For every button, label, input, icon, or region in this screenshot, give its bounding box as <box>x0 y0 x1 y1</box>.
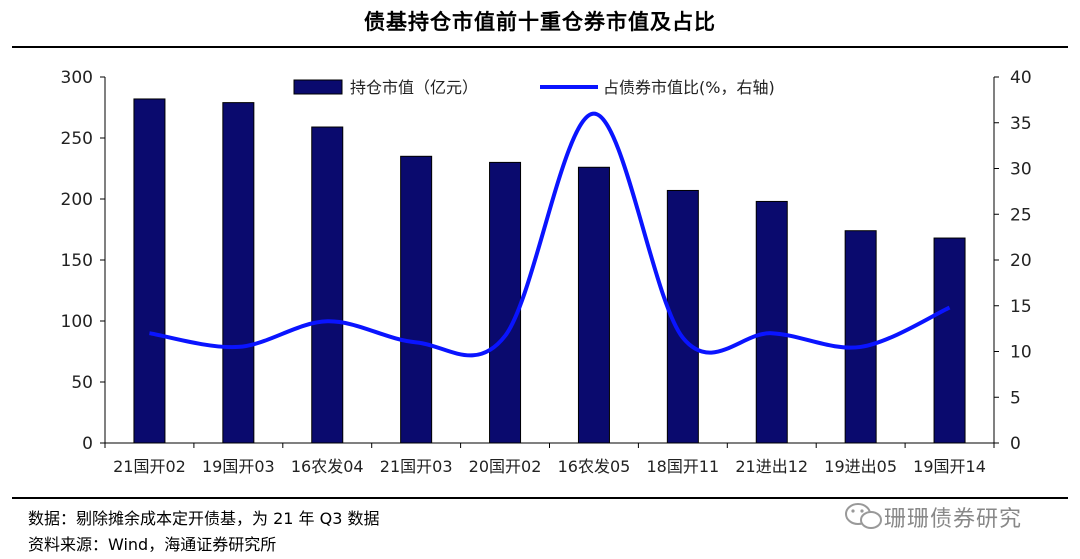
bar <box>755 200 788 444</box>
left-axis-tick-label: 50 <box>71 373 93 393</box>
bottom-divider <box>12 497 1068 499</box>
left-axis-tick-label: 200 <box>61 190 93 210</box>
bar <box>489 161 522 444</box>
bar <box>400 155 433 444</box>
right-axis-tick-label: 20 <box>1010 251 1032 271</box>
left-axis-tick-label: 300 <box>61 68 93 88</box>
bar <box>577 166 610 444</box>
right-axis-tick-label: 0 <box>1010 434 1021 454</box>
x-axis-tick-label: 16农发04 <box>291 457 364 476</box>
right-axis-tick-label: 15 <box>1010 297 1032 317</box>
x-axis-tick-label: 21国开03 <box>380 457 453 476</box>
right-axis-tick-label: 10 <box>1010 343 1032 363</box>
wechat-logo-icon <box>845 503 882 529</box>
source-note: 资料来源：Wind，海通证券研究所 <box>28 535 277 554</box>
bar <box>133 98 166 444</box>
legend-line-label: 占债券市值比(%，右轴) <box>603 78 775 97</box>
left-axis-tick-label: 100 <box>61 312 93 332</box>
bar <box>933 237 966 444</box>
bar <box>222 102 255 444</box>
data-note: 数据：剔除摊余成本定开债基，为 21 年 Q3 数据 <box>28 509 380 528</box>
chart: 0 50 100 150 200 250 300 0 5 10 15 20 25 30 35 40 21国开02… <box>61 68 1032 476</box>
right-axis-tick-label: 25 <box>1010 205 1032 225</box>
series-line <box>149 111 951 358</box>
x-axis-tick-label: 19国开14 <box>913 457 986 476</box>
legend-bar-swatch <box>293 79 343 95</box>
x-axis-tick-label: 21国开02 <box>113 457 186 476</box>
left-axis-tick-label: 150 <box>61 251 93 271</box>
watermark-text: 珊珊债券研究 <box>884 507 1023 532</box>
right-axis-tick-label: 35 <box>1010 114 1032 134</box>
left-axis-tick-label: 0 <box>82 434 93 454</box>
right-axis-tick-label: 30 <box>1010 160 1032 180</box>
right-axis-tick-label: 5 <box>1010 388 1021 408</box>
x-axis-tick-label: 21进出12 <box>735 457 808 476</box>
top-divider <box>12 46 1068 48</box>
bar <box>844 230 877 444</box>
x-axis-tick-label: 16农发05 <box>558 457 631 476</box>
x-axis-tick-label: 19国开03 <box>202 457 275 476</box>
x-axis-tick-label: 18国开11 <box>646 457 719 476</box>
legend-bar-label: 持仓市值（亿元） <box>350 78 478 97</box>
x-axis-tick-label: 19进出05 <box>824 457 897 476</box>
x-axis-tick-label: 20国开02 <box>469 457 542 476</box>
left-axis-tick-label: 250 <box>61 129 93 149</box>
right-axis-tick-label: 40 <box>1010 68 1032 88</box>
bar <box>311 126 344 444</box>
chart-title: 债基持仓市值前十重仓券市值及占比 <box>364 10 716 34</box>
